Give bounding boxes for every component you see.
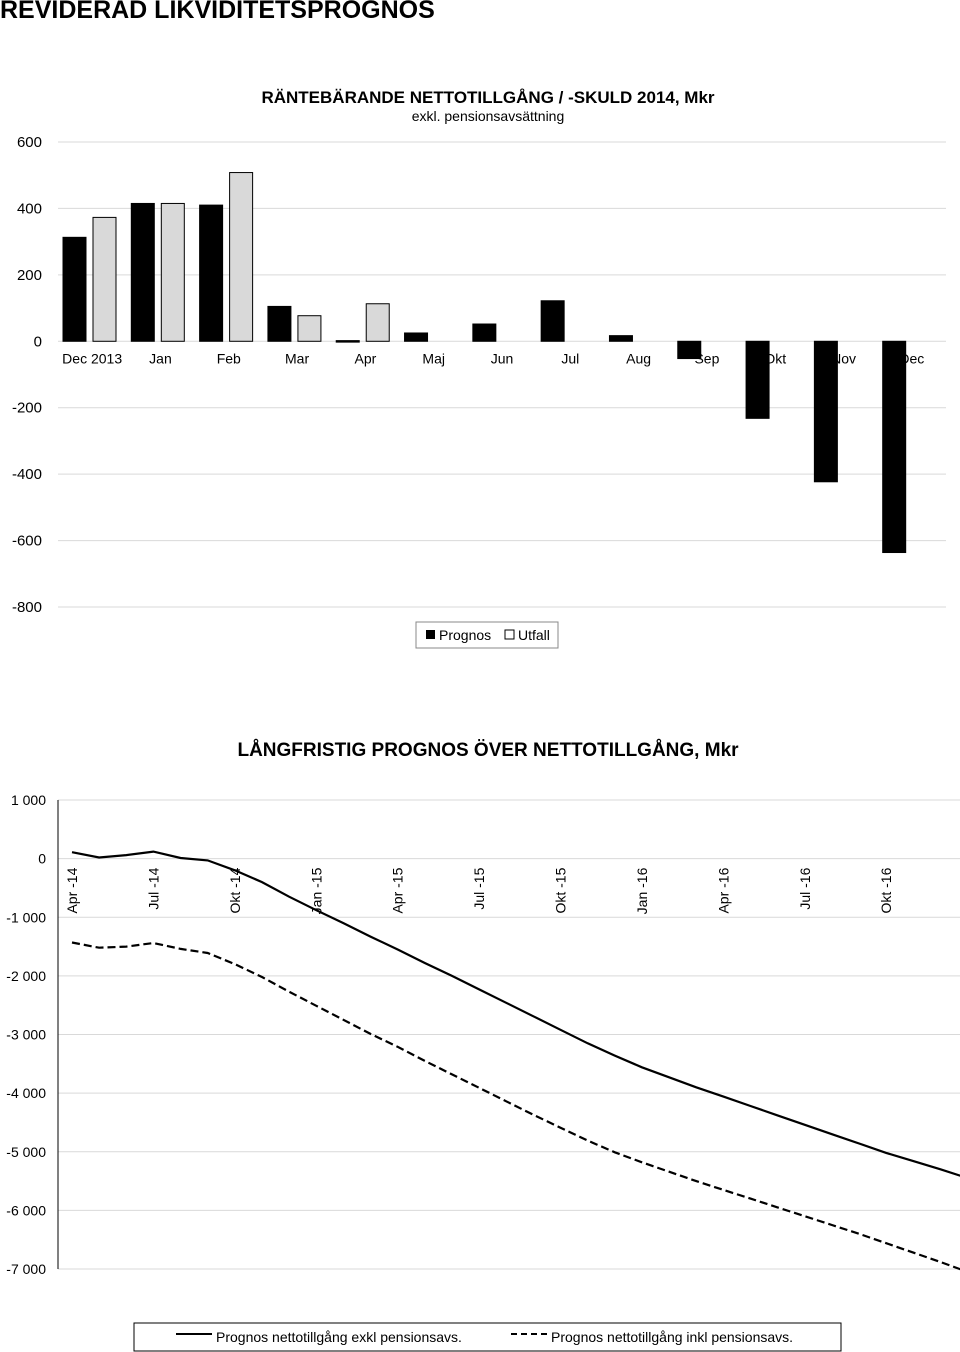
x-tick-label: Mar (285, 350, 309, 366)
y-tick-label: -400 (12, 466, 42, 483)
bar-prognos (335, 340, 360, 343)
legend-box (133, 1322, 842, 1352)
y-tick-label: -800 (12, 599, 42, 616)
line-chart-gridlines (57, 799, 960, 1270)
legend-swatch-utfall (504, 629, 515, 640)
x-tick-label: Jan (149, 350, 172, 366)
x-tick-label: Jul (561, 350, 579, 366)
bar-prognos (62, 236, 87, 342)
bar-chart-title: RÄNTEBÄRANDE NETTOTILLGÅNG / -SKULD 2014… (261, 88, 714, 107)
bar-prognos (608, 335, 633, 342)
y-tick-label: -5 000 (6, 1144, 46, 1160)
bar-prognos (882, 340, 907, 554)
bar-chart-gridlines (58, 141, 946, 608)
bar-chart: RÄNTEBÄRANDE NETTOTILLGÅNG / -SKULD 2014… (12, 88, 946, 649)
bar-prognos (267, 305, 292, 342)
line-chart-series (71, 850, 960, 1271)
legend-label-prognos: Prognos (439, 627, 491, 643)
x-tick-label: Apr (354, 350, 376, 366)
x-tick-label: Apr -15 (390, 867, 406, 913)
y-tick-label: 0 (38, 851, 46, 867)
y-tick-label: -7 000 (6, 1261, 46, 1277)
bar-chart-y-ticks: 600 400 200 0 -200 -400 -600 -800 (12, 134, 42, 616)
legend-label-inkl: Prognos nettotillgång inkl pensionsavs. (551, 1329, 793, 1345)
legend-label-utfall: Utfall (518, 627, 550, 643)
y-tick-label: 0 (34, 333, 42, 350)
y-tick-label: 400 (17, 200, 42, 217)
series-line-inkl (71, 941, 960, 1271)
bar-chart-x-ticks: Dec 2013 Jan Feb Mar Apr Maj Jun Jul Aug Sep Okt No… (62, 350, 924, 366)
x-tick-label: Jan -16 (634, 867, 650, 914)
bar-prognos (472, 323, 497, 342)
bar-chart-bars (62, 172, 907, 554)
line-chart-y-ticks: 1 000 0 -1 000 -2 000 -3 000 -4 000 -5 000 -6 0… (6, 792, 46, 1277)
y-tick-label: -3 000 (6, 1027, 46, 1043)
bar-utfall (160, 202, 185, 342)
bar-prognos (813, 340, 838, 483)
bar-prognos (130, 202, 155, 342)
series-line-exkl (71, 850, 960, 1177)
y-tick-label: -2 000 (6, 968, 46, 984)
x-tick-label: Jul -14 (145, 867, 161, 909)
x-tick-label: Jul -16 (797, 867, 813, 909)
page-title: REVIDERAD LIKVIDITETSPROGNOS (0, 0, 435, 24)
y-tick-label: -6 000 (6, 1202, 46, 1218)
bar-utfall (297, 315, 322, 342)
bar-prognos (540, 300, 565, 342)
bar-prognos (745, 340, 770, 419)
x-tick-label: Okt -15 (553, 867, 569, 913)
x-tick-label: Jun (491, 350, 514, 366)
x-tick-label: Feb (217, 350, 241, 366)
y-tick-label: -600 (12, 533, 42, 550)
x-tick-label: Dec 2013 (62, 350, 122, 366)
x-tick-label: Okt -14 (227, 867, 243, 913)
x-tick-label: Apr -14 (64, 867, 80, 913)
bar-prognos (677, 340, 702, 360)
y-tick-label: -4 000 (6, 1085, 46, 1101)
line-chart-x-ticks: Apr -14 Jul -14 Okt -14 Jan -15 Apr -15 Jul -… (64, 867, 894, 914)
y-tick-label: -1 000 (6, 909, 46, 925)
bar-utfall (229, 172, 254, 342)
x-tick-label: Okt (764, 350, 786, 366)
x-tick-label: Aug (626, 350, 651, 366)
bar-chart-legend: Prognos Utfall (415, 621, 559, 649)
bar-utfall (365, 303, 390, 342)
x-tick-label: Jan -15 (308, 867, 324, 914)
legend-box (415, 621, 559, 649)
x-tick-label: Okt -16 (878, 867, 894, 913)
y-tick-label: 600 (17, 134, 42, 151)
x-tick-label: Maj (422, 350, 445, 366)
y-tick-label: 1 000 (11, 792, 46, 808)
line-chart: LÅNGFRISTIG PROGNOS ÖVER NETTOTILLGÅNG, … (6, 740, 960, 1352)
bar-prognos (199, 204, 224, 342)
line-chart-title: LÅNGFRISTIG PROGNOS ÖVER NETTOTILLGÅNG, … (237, 740, 739, 761)
legend-swatch-prognos (426, 630, 435, 639)
x-tick-label: Apr -16 (715, 867, 731, 913)
legend-label-exkl: Prognos nettotillgång exkl pensionsavs. (216, 1329, 462, 1345)
x-tick-label: Jul -15 (471, 867, 487, 909)
bar-chart-subtitle: exkl. pensionsavsättning (412, 108, 565, 124)
bar-utfall (92, 216, 117, 342)
y-tick-label: 200 (17, 267, 42, 284)
bar-prognos (404, 332, 429, 342)
y-tick-label: -200 (12, 400, 42, 417)
line-chart-legend: Prognos nettotillgång exkl pensionsavs. … (133, 1322, 842, 1352)
